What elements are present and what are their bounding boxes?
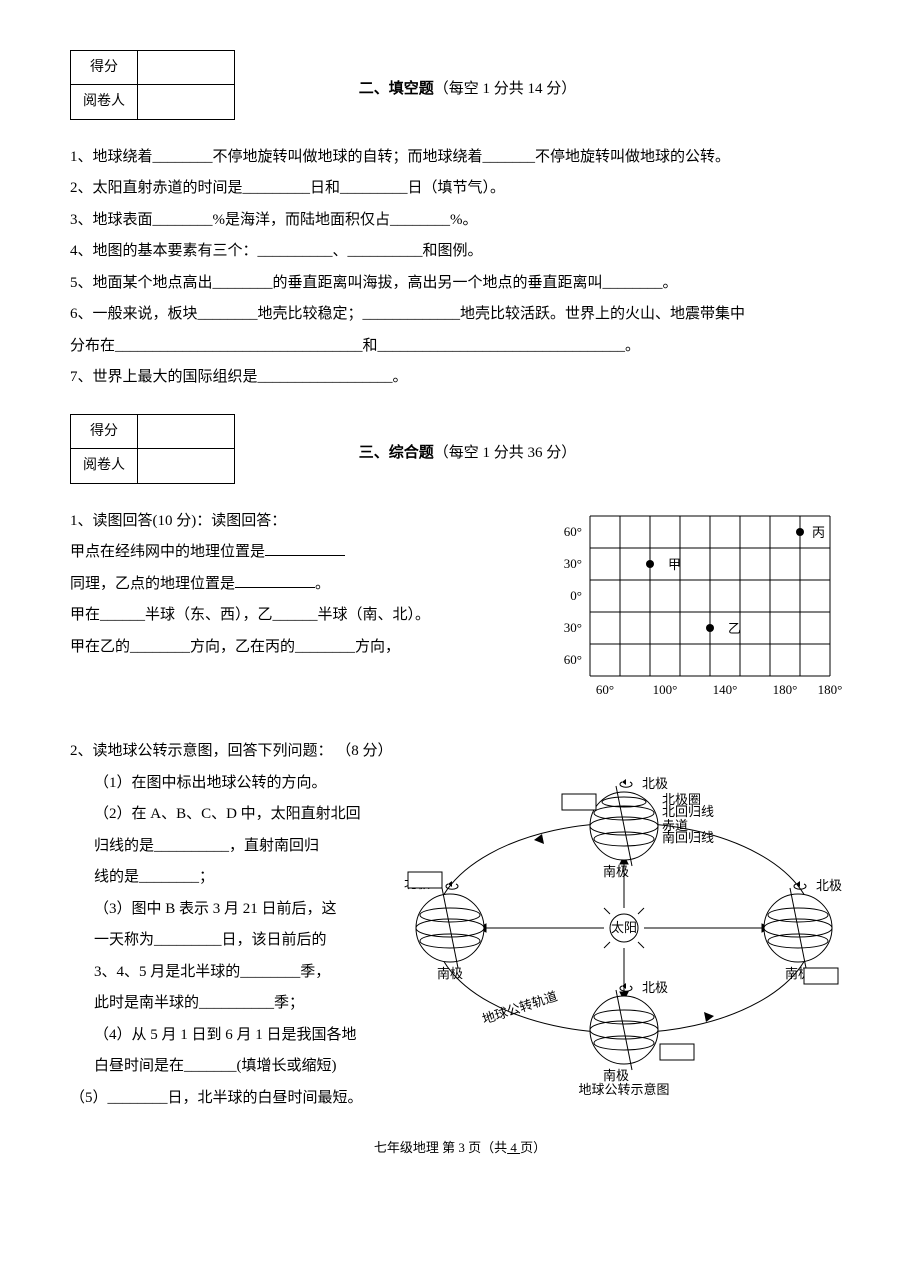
- grader-value: [138, 85, 235, 119]
- grid-svg: 60° 30° 0° 30° 60° 60° 100° 140° 180° 18…: [540, 506, 850, 716]
- grader-label-3: 阅卷人: [71, 449, 138, 483]
- score-label: 得分: [71, 51, 138, 85]
- score-table-3: 得分 阅卷人: [70, 414, 235, 484]
- s3-q2-l1: （1）在图中标出地球公转的方向。: [94, 768, 384, 800]
- s3-q1-l3: 甲在______半球（东、西），乙______半球（南、北）。: [70, 600, 520, 632]
- s3-q2-l4b: 白昼时间是在_______(填增长或缩短): [94, 1051, 384, 1083]
- svg-text:太阳: 太阳: [611, 920, 637, 935]
- svg-text:北极: 北极: [642, 776, 668, 791]
- svg-text:乙: 乙: [728, 621, 741, 636]
- blank[interactable]: [235, 572, 315, 588]
- svg-text:南极: 南极: [437, 966, 463, 981]
- s2-q1: 1、地球绕着________不停地旋转叫做地球的自转；而地球绕着_______不…: [70, 142, 850, 174]
- s2-q2: 2、太阳直射赤道的时间是_________日和_________日（填节气）。: [70, 173, 850, 205]
- s3-q2-row: （1）在图中标出地球公转的方向。 （2）在 A、B、C、D 中，太阳直射北回 归…: [70, 768, 850, 1115]
- s3-q1-text: 1、读图回答(10 分)：读图回答： 甲点在经纬网中的地理位置是 同理，乙点的地…: [70, 506, 520, 664]
- s2-q6b: 分布在_________________________________和___…: [70, 331, 850, 363]
- s3-q1-row: 1、读图回答(10 分)：读图回答： 甲点在经纬网中的地理位置是 同理，乙点的地…: [70, 506, 850, 729]
- svg-text:100°: 100°: [653, 682, 678, 697]
- svg-text:60°: 60°: [564, 652, 582, 667]
- svg-text:60°: 60°: [564, 524, 582, 539]
- section3-title-rest: （每空 1 分共 36 分）: [434, 445, 577, 461]
- section2-header-row: 得分 阅卷人 二、填空题（每空 1 分共 14 分）: [70, 50, 850, 130]
- s2-q3: 3、地球表面________%是海洋，而陆地面积仅占________%。: [70, 205, 850, 237]
- svg-text:南极: 南极: [603, 1068, 629, 1083]
- s3-q2-l3b: 一天称为_________日，该日前后的: [94, 925, 384, 957]
- s2-q4: 4、地图的基本要素有三个：__________、__________和图例。: [70, 236, 850, 268]
- s3-q2-l2b: 归线的是__________，直射南回归: [94, 831, 384, 863]
- svg-text:南回归线: 南回归线: [662, 830, 714, 845]
- grader-label: 阅卷人: [71, 85, 138, 119]
- s2-q6a: 6、一般来说，板块________地壳比较稳定；_____________地壳比…: [70, 299, 850, 331]
- s3-q2-l3d: 此时是南半球的__________季；: [94, 988, 384, 1020]
- s3-q2-text: （1）在图中标出地球公转的方向。 （2）在 A、B、C、D 中，太阳直射北回 归…: [70, 768, 384, 1115]
- section2-title: 二、填空题（每空 1 分共 14 分）: [235, 74, 700, 106]
- section2-title-bold: 二、填空题: [359, 81, 434, 97]
- score-table-2: 得分 阅卷人: [70, 50, 235, 120]
- latlon-grid: 60° 30° 0° 30° 60° 60° 100° 140° 180° 18…: [540, 506, 850, 729]
- s3-q2-l4a: （4）从 5 月 1 日到 6 月 1 日是我国各地: [94, 1020, 384, 1052]
- s3-q2-l5: （5）________日，北半球的白昼时间最短。: [70, 1083, 384, 1115]
- page-footer: 七年级地理 第 3 页（共 4 页）: [70, 1134, 850, 1161]
- svg-text:北极: 北极: [642, 980, 668, 995]
- svg-text:北回归线: 北回归线: [662, 804, 714, 819]
- orbit-diagram: 太阳 北极 北极圈: [404, 768, 844, 1111]
- s3-q2-intro: 2、读地球公转示意图，回答下列问题： （8 分）: [70, 736, 850, 768]
- s3-q1-l2: 同理，乙点的地理位置是。: [70, 569, 520, 601]
- section3-title: 三、综合题（每空 1 分共 36 分）: [235, 438, 700, 470]
- svg-text:180°: 180°: [818, 682, 843, 697]
- svg-text:30°: 30°: [564, 620, 582, 635]
- svg-text:南极: 南极: [603, 864, 629, 879]
- orbit-svg: 太阳 北极 北极圈: [404, 768, 844, 1098]
- score-label-3: 得分: [71, 414, 138, 448]
- svg-text:180°: 180°: [773, 682, 798, 697]
- svg-text:30°: 30°: [564, 556, 582, 571]
- s2-q5: 5、地面某个地点高出________的垂直距离叫海拔，高出另一个地点的垂直距离叫…: [70, 268, 850, 300]
- section2-title-rest: （每空 1 分共 14 分）: [434, 81, 577, 97]
- svg-text:60°: 60°: [596, 682, 614, 697]
- s3-q2-l3c: 3、4、5 月是北半球的________季，: [94, 957, 384, 989]
- score-value: [138, 51, 235, 85]
- svg-text:丙: 丙: [812, 525, 825, 540]
- s3-q1-intro: 1、读图回答(10 分)：读图回答：: [70, 506, 520, 538]
- s3-q2-l3a: （3）图中 B 表示 3 月 21 日前后，这: [94, 894, 384, 926]
- s3-q1-l1: 甲点在经纬网中的地理位置是: [70, 537, 520, 569]
- s2-q7: 7、世界上最大的国际组织是__________________。: [70, 362, 850, 394]
- svg-text:甲: 甲: [668, 557, 681, 572]
- blank[interactable]: [265, 540, 345, 556]
- svg-text:北极: 北极: [816, 878, 842, 893]
- section3-header-row: 得分 阅卷人 三、综合题（每空 1 分共 36 分）: [70, 414, 850, 494]
- svg-text:0°: 0°: [570, 588, 582, 603]
- s3-q2-l2a: （2）在 A、B、C、D 中，太阳直射北回: [94, 799, 384, 831]
- section3-title-bold: 三、综合题: [359, 445, 434, 461]
- svg-text:140°: 140°: [713, 682, 738, 697]
- svg-text:地球公转示意图: 地球公转示意图: [578, 1082, 669, 1097]
- s3-q2-l2c: 线的是________；: [94, 862, 384, 894]
- svg-text:地球公转轨道: 地球公转轨道: [480, 988, 559, 1026]
- s3-q1-l4: 甲在乙的________方向，乙在丙的________方向，: [70, 632, 520, 664]
